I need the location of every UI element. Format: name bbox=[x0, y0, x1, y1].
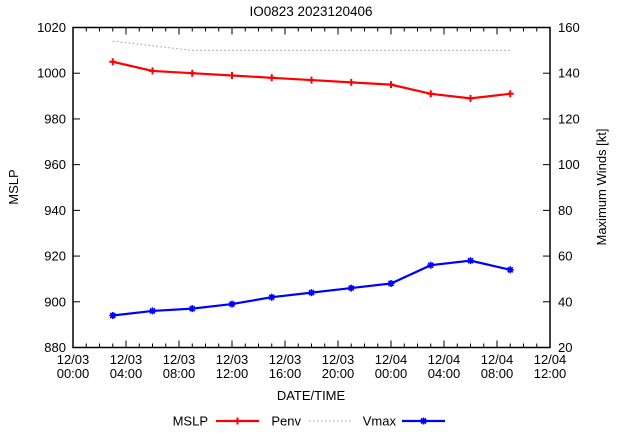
asterisk-marker bbox=[109, 312, 117, 319]
x-tick-label: 12/04 bbox=[534, 352, 567, 367]
y-left-tick-label: 1000 bbox=[37, 66, 66, 81]
legend-label-vmax: Vmax bbox=[363, 414, 397, 429]
x-tick-label: 12/04 bbox=[481, 352, 514, 367]
x-axis-label: DATE/TIME bbox=[277, 388, 346, 403]
y-axis-label-left: MSLP bbox=[6, 169, 21, 204]
x-tick-label: 12/03 bbox=[322, 352, 355, 367]
y-left-tick-label: 940 bbox=[44, 203, 66, 218]
plus-marker bbox=[268, 74, 276, 82]
asterisk-marker bbox=[188, 305, 196, 313]
asterisk-marker bbox=[268, 293, 276, 301]
asterisk-marker bbox=[308, 289, 315, 297]
x-tick-label: 04:00 bbox=[110, 366, 143, 381]
x-tick-label: 12/03 bbox=[110, 352, 143, 367]
chart-title: IO0823 2023120406 bbox=[249, 4, 372, 19]
plus-marker bbox=[308, 76, 315, 84]
plus-marker bbox=[387, 81, 395, 89]
y-left-tick-label: 920 bbox=[44, 249, 66, 264]
y-right-tick-label: 60 bbox=[558, 249, 572, 264]
y-right-tick-label: 100 bbox=[558, 157, 580, 172]
x-tick-label: 12/03 bbox=[163, 352, 196, 367]
x-tick-label: 08:00 bbox=[481, 366, 514, 381]
x-tick-label: 12/03 bbox=[57, 352, 90, 367]
plus-marker bbox=[109, 58, 117, 66]
y-right-tick-label: 140 bbox=[558, 66, 580, 81]
plus-marker bbox=[506, 90, 514, 98]
x-tick-label: 12:00 bbox=[534, 366, 567, 381]
plot-area: 12/0300:0012/0304:0012/0308:0012/0312:00… bbox=[37, 20, 580, 381]
y-right-tick-label: 160 bbox=[558, 20, 580, 35]
asterisk-marker bbox=[427, 261, 435, 269]
y-axis-label-right: Maximum Winds [kt] bbox=[594, 128, 609, 245]
legend-label-penv: Penv bbox=[271, 414, 301, 429]
y-right-tick-label: 120 bbox=[558, 111, 580, 126]
y-left-tick-label: 960 bbox=[44, 157, 66, 172]
legend-item-vmax: Vmax bbox=[363, 414, 445, 429]
plus-marker bbox=[347, 78, 355, 86]
legend-label-mslp: MSLP bbox=[173, 414, 208, 429]
series-line-penv bbox=[112, 40, 511, 51]
y-left-tick-label: 900 bbox=[44, 294, 66, 309]
legend-item-penv: Penv bbox=[271, 414, 352, 429]
plus-marker bbox=[149, 67, 156, 75]
x-tick-label: 04:00 bbox=[428, 366, 461, 381]
x-tick-label: 12/04 bbox=[375, 352, 408, 367]
legend-item-mslp: MSLP bbox=[173, 414, 259, 429]
series-vmax bbox=[109, 257, 514, 319]
y-right-tick-label: 20 bbox=[558, 340, 572, 355]
y-right-tick-label: 80 bbox=[558, 203, 572, 218]
x-tick-label: 08:00 bbox=[163, 366, 196, 381]
asterisk-marker bbox=[347, 284, 355, 292]
y-right-tick-label: 40 bbox=[558, 294, 572, 309]
asterisk-marker bbox=[387, 280, 395, 287]
x-tick-label: 12/03 bbox=[269, 352, 302, 367]
asterisk-marker bbox=[506, 266, 514, 274]
x-tick-label: 12/04 bbox=[428, 352, 461, 367]
plus-marker bbox=[427, 90, 435, 98]
series-line-vmax bbox=[112, 259, 511, 317]
plus-marker bbox=[467, 94, 474, 102]
plus-marker bbox=[228, 72, 236, 79]
plot-frame bbox=[72, 26, 551, 349]
x-tick-label: 00:00 bbox=[57, 366, 90, 381]
y-left-tick-label: 1020 bbox=[37, 20, 66, 35]
plus-marker bbox=[188, 69, 196, 77]
series-penv bbox=[112, 40, 511, 51]
x-tick-label: 20:00 bbox=[322, 366, 355, 381]
x-tick-label: 12/03 bbox=[216, 352, 249, 367]
x-tick-label: 00:00 bbox=[375, 366, 408, 381]
y-left-tick-label: 880 bbox=[44, 340, 66, 355]
asterisk-marker bbox=[228, 300, 236, 308]
asterisk-marker bbox=[420, 417, 427, 425]
x-tick-label: 12:00 bbox=[216, 366, 249, 381]
legend: MSLP Penv Vmax bbox=[173, 414, 445, 429]
asterisk-marker bbox=[149, 307, 156, 315]
series-mslp bbox=[109, 58, 514, 102]
x-tick-label: 16:00 bbox=[269, 366, 302, 381]
plus-marker bbox=[234, 417, 241, 425]
y-left-tick-label: 980 bbox=[44, 111, 66, 126]
asterisk-marker bbox=[467, 257, 474, 265]
